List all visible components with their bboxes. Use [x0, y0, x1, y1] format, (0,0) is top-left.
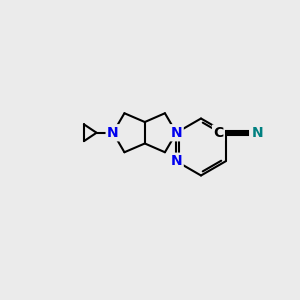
Text: C: C	[213, 126, 224, 140]
Text: N: N	[252, 126, 263, 140]
Text: N: N	[107, 126, 119, 140]
Text: N: N	[170, 154, 182, 168]
Text: N: N	[170, 126, 182, 140]
